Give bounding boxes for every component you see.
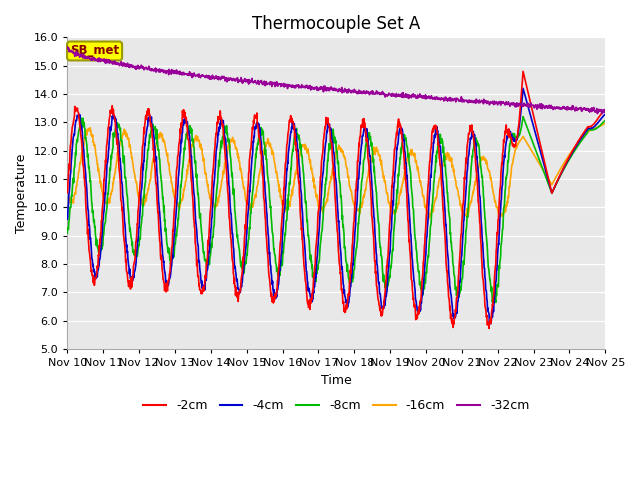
Title: Thermocouple Set A: Thermocouple Set A	[252, 15, 420, 33]
Text: SB_met: SB_met	[70, 45, 119, 58]
X-axis label: Time: Time	[321, 373, 352, 386]
Y-axis label: Temperature: Temperature	[15, 154, 28, 233]
Legend: -2cm, -4cm, -8cm, -16cm, -32cm: -2cm, -4cm, -8cm, -16cm, -32cm	[138, 395, 534, 418]
